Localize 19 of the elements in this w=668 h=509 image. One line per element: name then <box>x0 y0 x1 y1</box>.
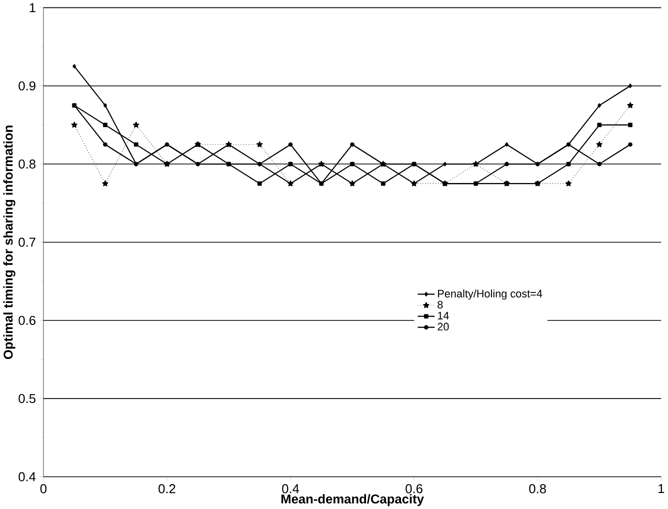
y-tick-label: 0.8 <box>18 159 36 168</box>
y-tick-label: 0.6 <box>18 316 36 325</box>
x-tick-label: 0.4 <box>282 484 300 494</box>
y-axis-title: Optimal timing for sharing information <box>3 126 16 359</box>
y-tick-label: 0.5 <box>18 394 36 403</box>
legend-label: Penalty/Holing cost=4 <box>438 289 542 300</box>
legend-label: 14 <box>438 312 449 320</box>
x-axis-title: Mean-demand/Capacity <box>281 494 424 506</box>
x-tick-label: 0 <box>40 484 47 494</box>
x-tick-label: 0.6 <box>406 484 422 494</box>
y-tick-label: 0.7 <box>18 237 36 247</box>
legend-label: 20 <box>438 322 449 330</box>
y-tick-label: 0.9 <box>18 81 36 90</box>
y-tick-label: 1 <box>30 3 36 12</box>
x-tick-label: 1 <box>658 484 664 493</box>
legend-label: 8 <box>438 300 443 308</box>
x-tick-label: 0.8 <box>529 484 546 494</box>
x-tick-label: 0.2 <box>158 484 176 494</box>
y-tick-label: 0.4 <box>18 472 36 482</box>
